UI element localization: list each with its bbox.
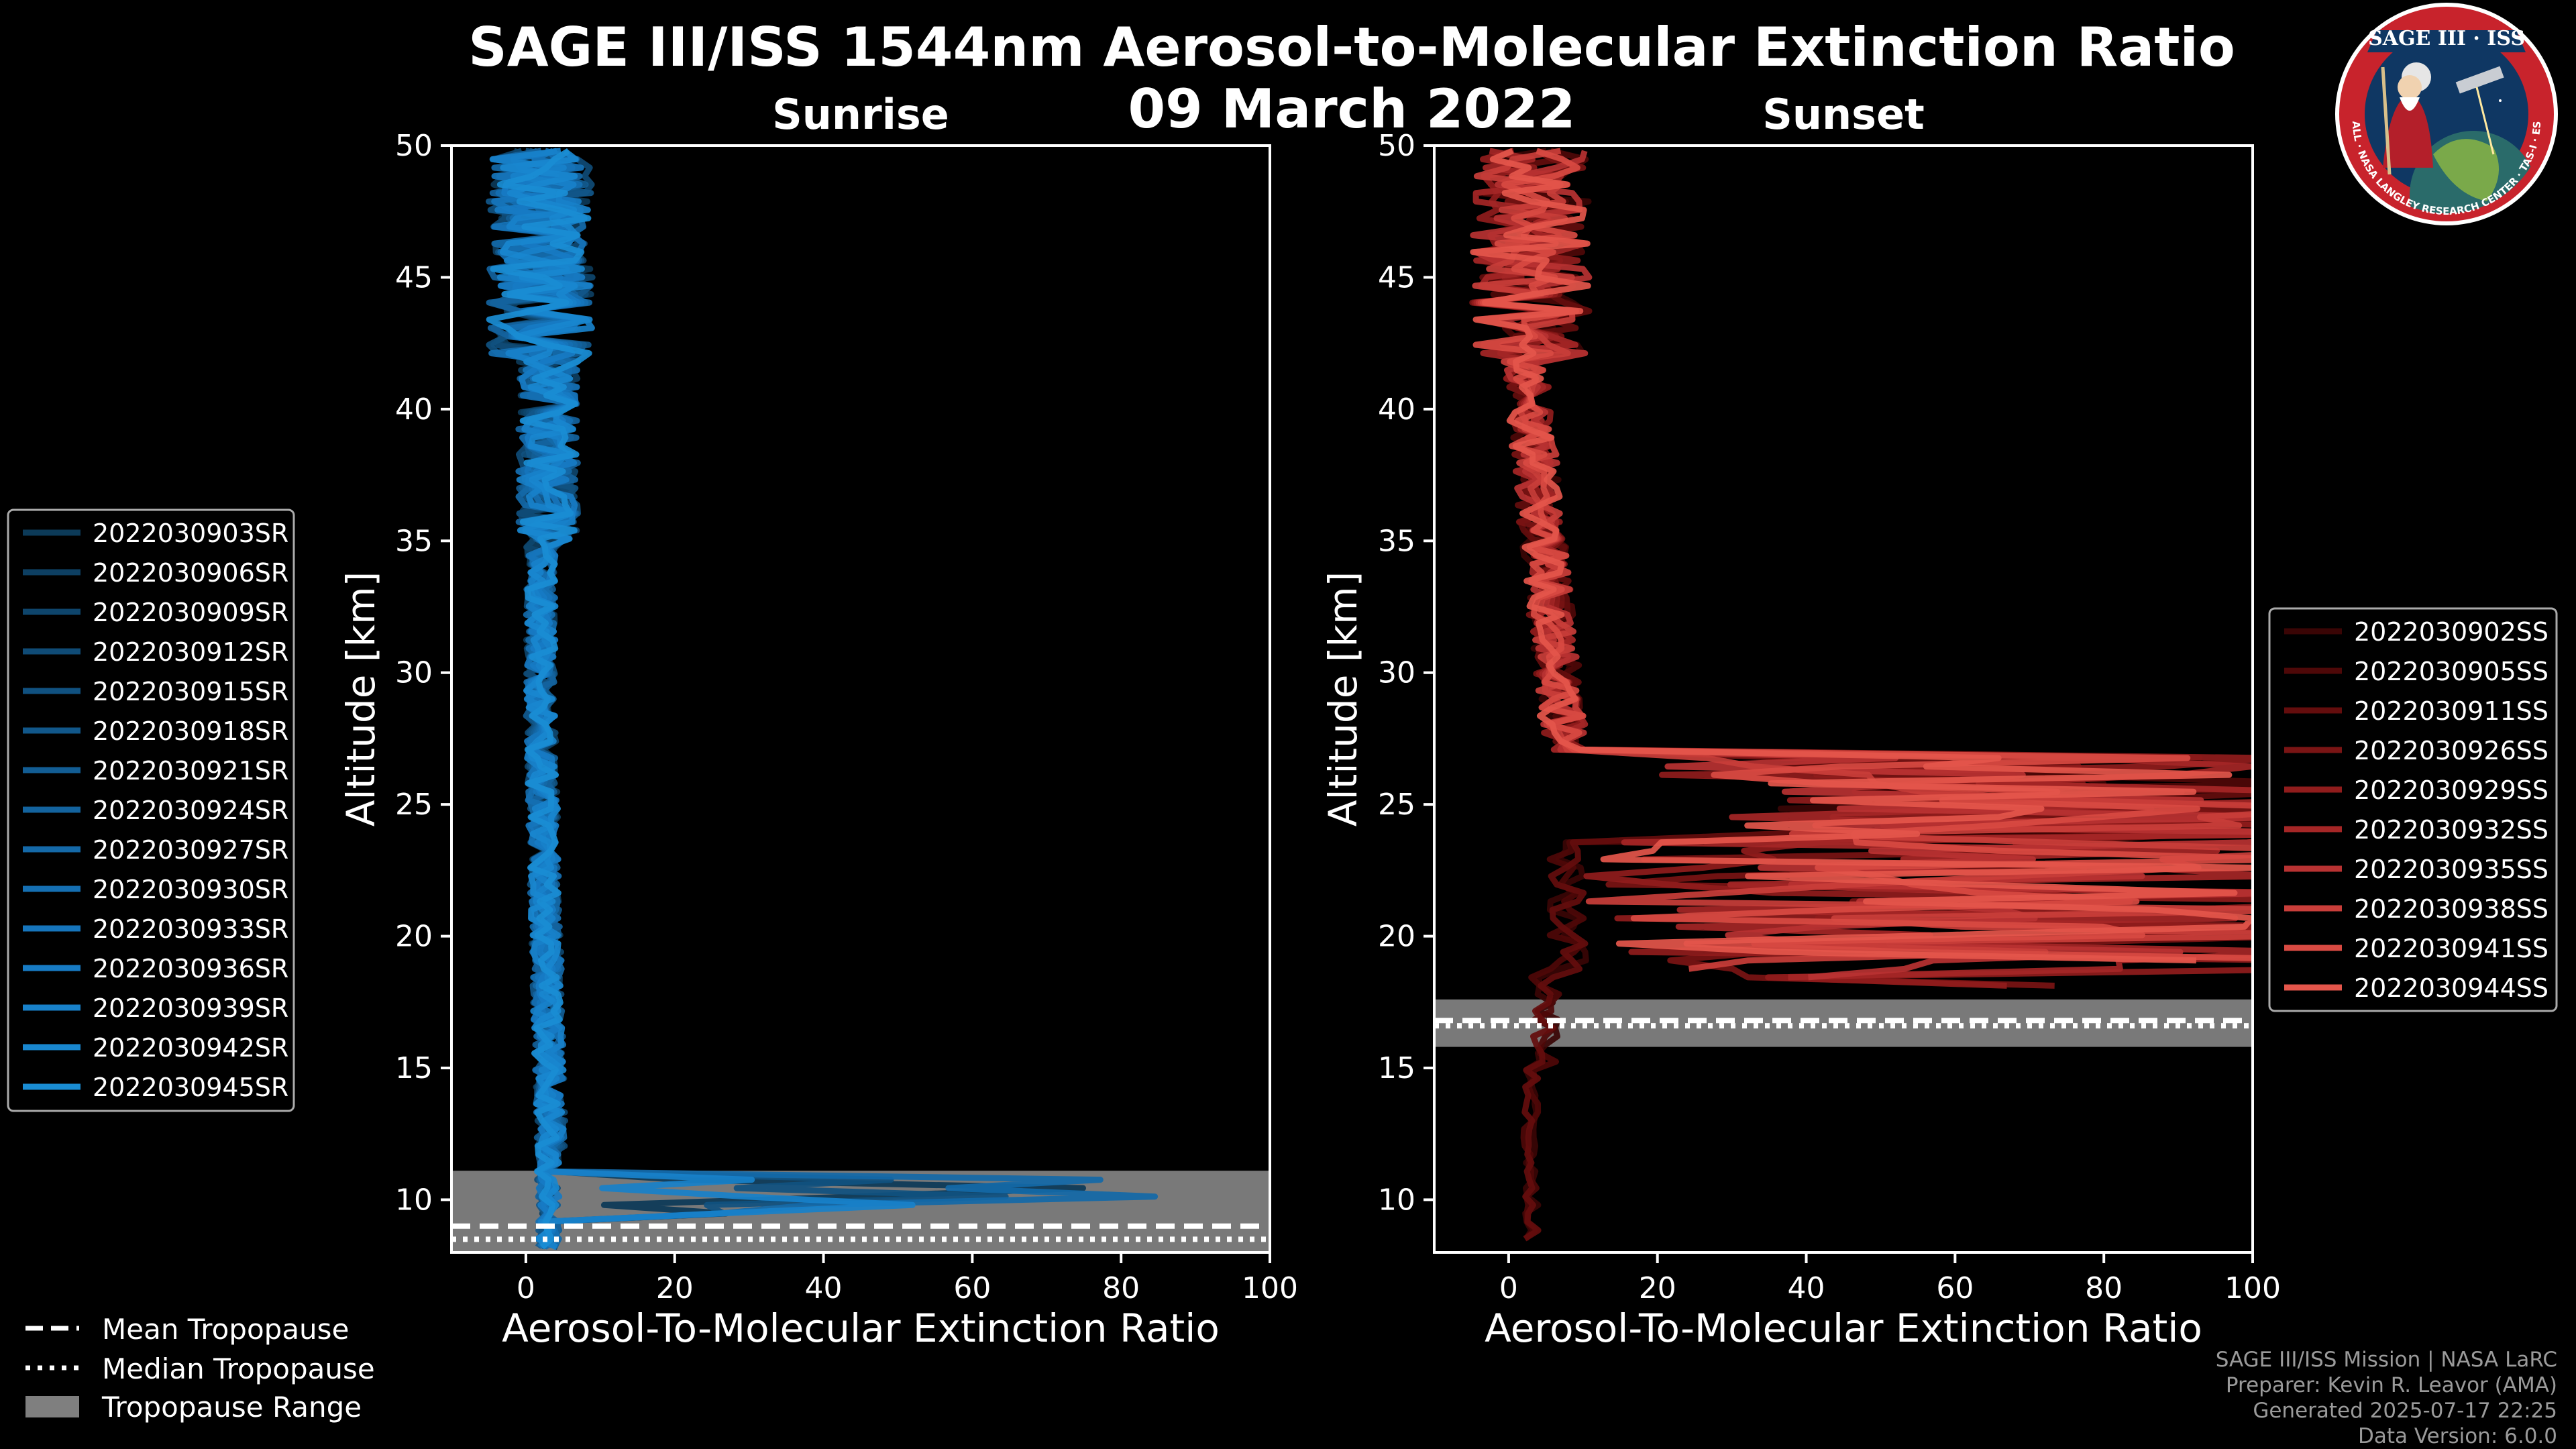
- sunrise-legend-label-2022030930SR: 2022030930SR: [93, 875, 288, 904]
- figure-date: 09 March 2022: [1128, 78, 1575, 140]
- figure-title: SAGE III/ISS 1544nm Aerosol-to-Molecular…: [468, 16, 2235, 78]
- sunrise-y-tick-label-20: 20: [395, 920, 433, 954]
- sunset-legend-label-2022030935SS: 2022030935SS: [2354, 855, 2548, 884]
- sunset-x-tick-label-100: 100: [2224, 1271, 2281, 1305]
- credit-version: Data Version: 6.0.0: [2358, 1424, 2557, 1448]
- sunrise-y-tick-label-45: 45: [395, 260, 433, 294]
- sunset-legend-label-2022030941SS: 2022030941SS: [2354, 934, 2548, 963]
- sunrise-legend-label-2022030924SR: 2022030924SR: [93, 796, 288, 825]
- sunrise-x-tick-label-0: 0: [517, 1271, 535, 1305]
- sunset-x-tick-label-0: 0: [1499, 1271, 1518, 1305]
- sunrise-legend-label-2022030939SR: 2022030939SR: [93, 994, 288, 1023]
- sunset-legend-label-2022030902SS: 2022030902SS: [2354, 617, 2548, 647]
- sunrise-legend: 2022030903SR 2022030906SR 2022030909SR 2022…: [7, 508, 295, 1112]
- sunrise-legend-label-2022030918SR: 2022030918SR: [93, 716, 288, 746]
- sunset-legend-label-2022030929SS: 2022030929SS: [2354, 775, 2548, 805]
- sunrise-legend-label-2022030909SR: 2022030909SR: [93, 598, 288, 627]
- tropopause-range-swatch: [25, 1396, 79, 1417]
- sunrise-series-line-2022030945SR: [486, 148, 592, 1250]
- sunrise-legend-label-2022030927SR: 2022030927SR: [93, 835, 288, 865]
- sunrise-legend-label-2022030945SR: 2022030945SR: [93, 1073, 288, 1102]
- sunrise-y-tick-label-50: 50: [395, 129, 433, 163]
- logo-title: SAGE III · ISS: [2368, 27, 2525, 50]
- sunset-axes-frame: [1433, 144, 2254, 1254]
- sunset-y-tick-label-35: 35: [1378, 524, 1415, 558]
- sunrise-legend-label-2022030915SR: 2022030915SR: [93, 677, 288, 706]
- credit-generated: Generated 2025-07-17 22:25: [2253, 1399, 2557, 1423]
- sunrise-x-tick-label-100: 100: [1242, 1271, 1298, 1305]
- sunrise-y-tick-label-30: 30: [395, 656, 433, 690]
- sunrise-plot-panel: 0 20 40 60 80 100 10 15 20 25 30 35 40 45 50 Aerosol-T…: [338, 129, 1298, 1351]
- mean-tropopause-label: Mean Tropopause: [102, 1313, 349, 1346]
- sunset-y-tick-label-45: 45: [1378, 260, 1415, 294]
- credit-preparer: Preparer: Kevin R. Leavor (AMA): [2226, 1373, 2557, 1397]
- sunrise-x-tick-label-20: 20: [656, 1271, 694, 1305]
- sunrise-plot-area: [451, 146, 1270, 1252]
- sunset-y-tick-label-30: 30: [1378, 656, 1415, 690]
- sunset-y-tick-label-40: 40: [1378, 392, 1415, 427]
- sunset-y-tick-label-15: 15: [1378, 1051, 1415, 1085]
- sunset-legend-label-2022030944SS: 2022030944SS: [2354, 973, 2548, 1003]
- sunrise-y-tick-label-35: 35: [395, 524, 433, 558]
- sunset-legend-label-2022030932SS: 2022030932SS: [2354, 815, 2548, 845]
- tropopause-range-label: Tropopause Range: [101, 1391, 362, 1424]
- tropopause-legend: Mean Tropopause Median Tropopause Tropop…: [25, 1313, 375, 1424]
- credit-mission: SAGE III/ISS Mission | NASA LaRC: [2216, 1348, 2557, 1372]
- sunrise-y-tick-label-25: 25: [395, 788, 433, 822]
- sunset-legend: 2022030902SS 2022030905SS 2022030911SS 2022…: [2268, 607, 2558, 1012]
- sunset-x-tick-label-20: 20: [1639, 1271, 1676, 1305]
- credits: SAGE III/ISS Mission | NASA LaRC Prepare…: [2216, 1348, 2557, 1448]
- sunrise-series-line-2022030942SR: [499, 148, 593, 1250]
- sunset-legend-label-2022030926SS: 2022030926SS: [2354, 736, 2548, 765]
- sunrise-x-axis-label: Aerosol-To-Molecular Extinction Ratio: [502, 1305, 1220, 1351]
- sunrise-y-tick-label-15: 15: [395, 1051, 433, 1085]
- sunrise-legend-label-2022030942SR: 2022030942SR: [93, 1033, 288, 1063]
- sunset-panel-title: Sunset: [1762, 90, 1925, 139]
- sunset-x-tick-label-80: 80: [2085, 1271, 2123, 1305]
- sunrise-axes-frame: [450, 144, 1271, 1254]
- sunrise-x-tick-label-40: 40: [805, 1271, 843, 1305]
- sunrise-legend-label-2022030906SR: 2022030906SR: [93, 558, 288, 588]
- sunrise-legend-label-2022030912SR: 2022030912SR: [93, 637, 288, 667]
- sunrise-x-tick-label-80: 80: [1102, 1271, 1140, 1305]
- sunset-series-line-2022030944SS: [1470, 148, 2253, 964]
- sunrise-legend-label-2022030936SR: 2022030936SR: [93, 954, 288, 983]
- sunset-x-axis-label: Aerosol-To-Molecular Extinction Ratio: [1485, 1305, 2202, 1351]
- sunset-y-tick-label-50: 50: [1378, 129, 1415, 163]
- sunrise-y-tick-label-40: 40: [395, 392, 433, 427]
- sunset-y-tick-label-20: 20: [1378, 920, 1415, 954]
- sunrise-x-tick-label-60: 60: [953, 1271, 991, 1305]
- sunrise-legend-label-2022030903SR: 2022030903SR: [93, 519, 288, 548]
- sunset-x-tick-label-40: 40: [1788, 1271, 1825, 1305]
- sunset-y-axis-label: Altitude [km]: [1320, 572, 1366, 826]
- sunset-legend-label-2022030905SS: 2022030905SS: [2354, 657, 2548, 686]
- sunset-y-tick-label-10: 10: [1378, 1183, 1415, 1217]
- median-tropopause-label: Median Tropopause: [102, 1352, 375, 1385]
- sunrise-y-axis-label: Altitude [km]: [338, 572, 384, 826]
- sage-iii-iss-logo: SAGE III · ISS BALL · NASA LANGLEY RESEA…: [2335, 3, 2558, 225]
- sunrise-panel-title: Sunrise: [772, 90, 949, 139]
- sunset-x-tick-label-60: 60: [1936, 1271, 1974, 1305]
- sunrise-legend-label-2022030933SR: 2022030933SR: [93, 914, 288, 944]
- sunset-legend-label-2022030911SS: 2022030911SS: [2354, 696, 2548, 726]
- sunset-plot-panel: 0 20 40 60 80 100 10 15 20 25 30 35 40 45 50 Aerosol-T…: [1320, 129, 2281, 1351]
- sunset-y-tick-label-25: 25: [1378, 788, 1415, 822]
- sunrise-legend-label-2022030921SR: 2022030921SR: [93, 756, 288, 786]
- sunrise-y-tick-label-10: 10: [395, 1183, 433, 1217]
- sunset-legend-label-2022030938SS: 2022030938SS: [2354, 894, 2548, 924]
